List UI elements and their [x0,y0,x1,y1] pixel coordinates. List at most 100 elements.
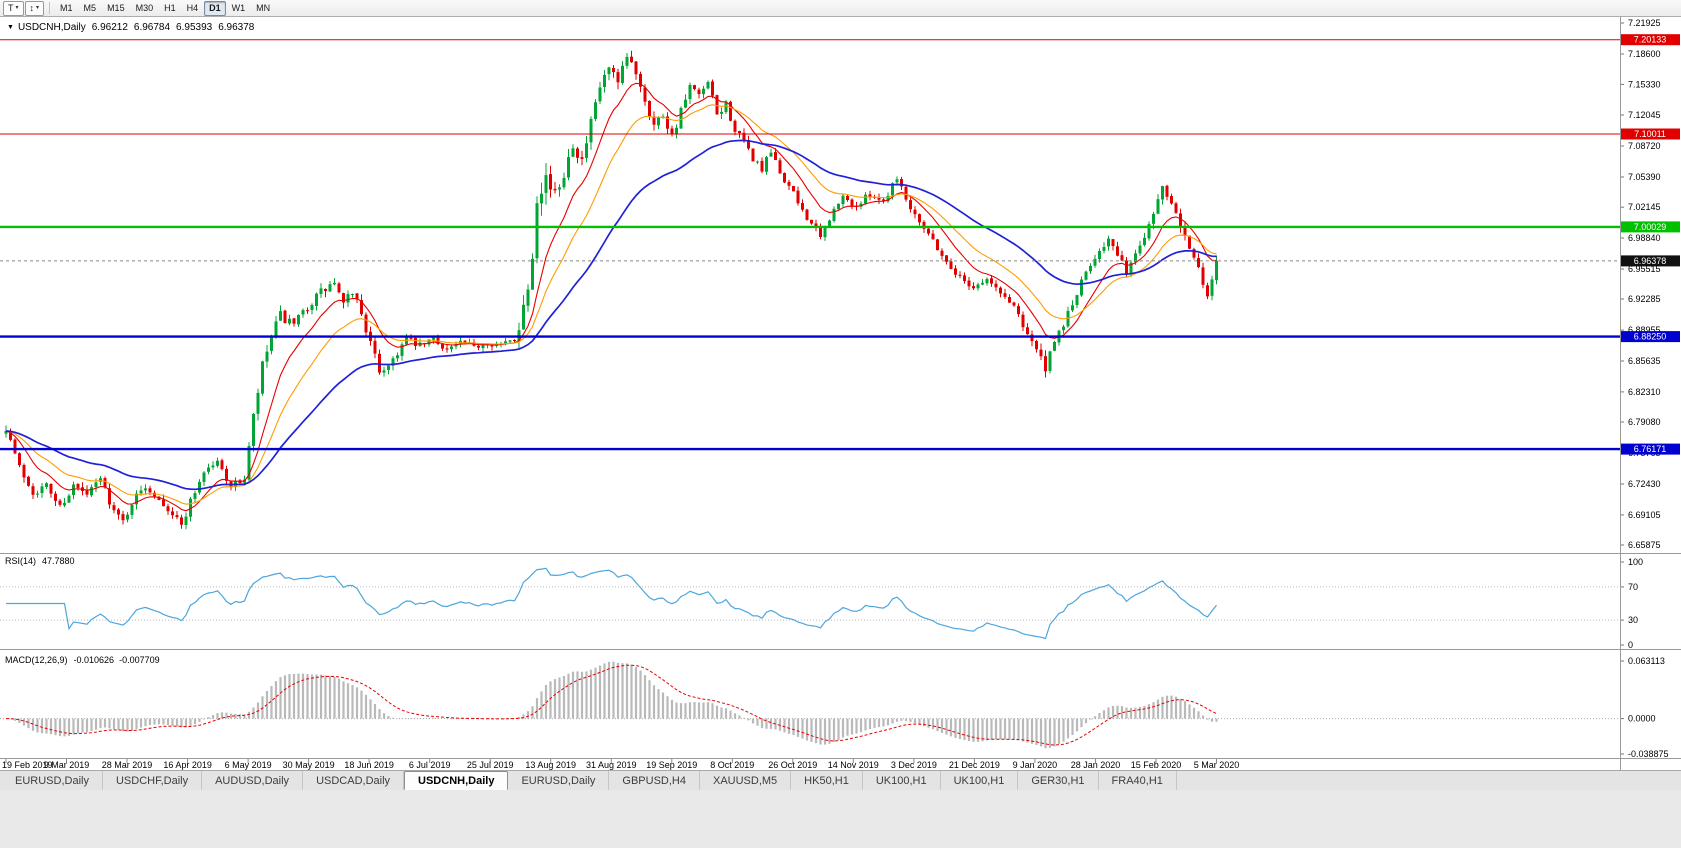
svg-text:-0.038875: -0.038875 [1628,749,1669,759]
svg-text:6.79080: 6.79080 [1628,417,1661,427]
dropdown-caret-icon: ▾ [15,5,19,11]
tab-fra40-h1[interactable]: FRA40,H1 [1099,771,1177,790]
timeframe-m15-button[interactable]: M15 [107,2,125,13]
svg-text:7.08720: 7.08720 [1628,141,1661,151]
timeframe-m30-button[interactable]: M30 [135,2,154,13]
moving-average-lines [5,82,1217,512]
tab-eurusd-daily[interactable]: EURUSD,Daily [508,771,610,790]
svg-text:6.95515: 6.95515 [1628,264,1661,274]
svg-text:6.85635: 6.85635 [1628,356,1661,366]
svg-text:6 May 2019: 6 May 2019 [225,760,272,770]
rsi-label: RSI(14) [5,556,36,566]
chart-tools-button[interactable]: ↕ ▾ [24,0,45,16]
svg-text:19 Feb 2019: 19 Feb 2019 [2,760,53,770]
ohlc-open-value: 6.96212 [91,22,128,33]
svg-text:21 Dec 2019: 21 Dec 2019 [949,760,1000,770]
macd-label: MACD(12,26,9) [5,655,68,665]
level-price-badge: 7.20133 [1621,34,1680,46]
timeframe-m1-button[interactable]: M1 [60,2,73,13]
candlesticks [4,50,1218,530]
tab-usdchf-daily[interactable]: USDCHF,Daily [103,771,203,790]
svg-text:6.82310: 6.82310 [1628,387,1661,397]
svg-text:6.72430: 6.72430 [1628,479,1661,489]
dropdown-caret-icon: ▾ [36,5,40,11]
svg-text:6.98840: 6.98840 [1628,233,1661,243]
pane-separators[interactable] [0,17,1681,770]
time-axis-labels: 19 Feb 20199 Mar 2019 28 Mar 2019 16 Apr 2… [2,759,1239,770]
macd-pane: 0.063113 0.0000 -0.038875 MACD(12,26,9) -0.0… [0,655,1669,759]
tab-usdcnh-daily[interactable]: USDCNH,Daily [404,771,509,790]
svg-text:6.88250: 6.88250 [1634,332,1667,342]
svg-text:9 Mar 2019: 9 Mar 2019 [44,760,90,770]
time-axis[interactable] [0,759,1620,770]
svg-text:7.20133: 7.20133 [1634,35,1667,45]
tab-audusd-daily[interactable]: AUDUSD,Daily [202,771,304,790]
svg-text:7.05390: 7.05390 [1628,172,1661,182]
current-price-badge: 6.96378 [1621,255,1680,267]
timeframe-d1-button[interactable]: D1 [204,0,226,16]
horizontal-levels [0,39,1620,451]
svg-text:6.76171: 6.76171 [1634,444,1667,454]
svg-text:0: 0 [1628,640,1633,650]
svg-text:18 Jun 2019: 18 Jun 2019 [344,760,394,770]
svg-text:3 Dec 2019: 3 Dec 2019 [891,760,937,770]
main-chart-area[interactable] [0,17,1620,553]
rsi-chart-area[interactable] [0,554,1620,649]
level-price-badge: 7.10011 [1621,128,1680,140]
timeframe-w1-button[interactable]: W1 [231,2,246,13]
bottom-filler [0,790,1681,848]
svg-text:7.15330: 7.15330 [1628,79,1661,89]
ohlc-close-value: 6.96378 [218,22,255,33]
timeframe-mn-button[interactable]: MN [256,2,271,13]
templates-button-glyph: T [8,2,14,13]
tab-usdcad-daily[interactable]: USDCAD,Daily [303,771,405,790]
tab-gbpusd-h4[interactable]: GBPUSD,H4 [609,771,700,790]
macd-chart-area[interactable] [0,650,1620,758]
chart-canvas[interactable]: 7.21925 7.18600 7.15330 7.12045 7.08720 7.053… [0,17,1681,770]
toolbar-separator [49,2,51,14]
svg-text:6.92285: 6.92285 [1628,294,1661,304]
macd-histogram [9,661,1218,749]
timeframe-h1-button[interactable]: H1 [164,2,176,13]
macd-signal-value: -0.007709 [119,655,160,665]
svg-text:0.0000: 0.0000 [1628,714,1656,724]
chart-background [0,17,1681,770]
svg-text:6 Jul 2019: 6 Jul 2019 [409,760,451,770]
timeframe-m5-button[interactable]: M5 [83,2,97,13]
ohlc-high-value: 6.96784 [133,22,171,33]
tab-xauusd-m5[interactable]: XAUUSD,M5 [700,771,792,790]
svg-text:7.02145: 7.02145 [1628,202,1661,212]
price-axis[interactable] [1621,17,1681,758]
tab-ger30-h1[interactable]: GER30,H1 [1018,771,1099,790]
svg-text:70: 70 [1628,582,1638,592]
svg-text:6.69105: 6.69105 [1628,510,1661,520]
svg-text:8 Oct 2019: 8 Oct 2019 [710,760,754,770]
svg-text:7.12045: 7.12045 [1628,110,1661,120]
svg-text:16 Apr 2019: 16 Apr 2019 [163,760,212,770]
svg-text:30: 30 [1628,615,1638,625]
svg-text:9 Jan 2020: 9 Jan 2020 [1013,760,1058,770]
svg-text:MACD(12,26,9)-0.010626-0.00770: MACD(12,26,9) -0.010626 -0.007709 [5,655,160,665]
chart-tabs: EURUSD,Daily USDCHF,Daily AUDUSD,Daily USDC… [0,770,1681,790]
templates-button[interactable]: T ▾ [3,0,24,16]
svg-text:7.00029: 7.00029 [1634,222,1667,232]
macd-main-value: -0.010626 [74,655,115,665]
chart-tools-button-glyph: ↕ [29,2,35,13]
level-price-badge: 7.00029 [1621,221,1680,233]
svg-text:31 Aug 2019: 31 Aug 2019 [586,760,637,770]
collapse-chart-icon[interactable]: ▼ [7,24,14,31]
timeframe-h4-button[interactable]: H4 [186,2,199,13]
svg-text:7.10011: 7.10011 [1634,129,1666,139]
svg-text:28 Jan 2020: 28 Jan 2020 [1071,760,1121,770]
chart-header: ▼ USDCNH,Daily 6.96212 6.96784 6.95393 6… [7,22,254,33]
chart-symbol-label: USDCNH,Daily [17,22,86,33]
tab-uk100-h1[interactable]: UK100,H1 [941,771,1019,790]
tab-eurusd-daily[interactable]: EURUSD,Daily [2,771,103,790]
svg-text:6.65875: 6.65875 [1628,540,1661,550]
tab-uk100-h1[interactable]: UK100,H1 [863,771,941,790]
svg-text:28 Mar 2019: 28 Mar 2019 [102,760,153,770]
svg-text:RSI(14)47.7880: RSI(14) 47.7880 [5,556,75,566]
svg-text:6.96378: 6.96378 [1634,256,1667,266]
tab-hk50-h1[interactable]: HK50,H1 [791,771,863,790]
svg-text:7.18600: 7.18600 [1628,49,1661,59]
